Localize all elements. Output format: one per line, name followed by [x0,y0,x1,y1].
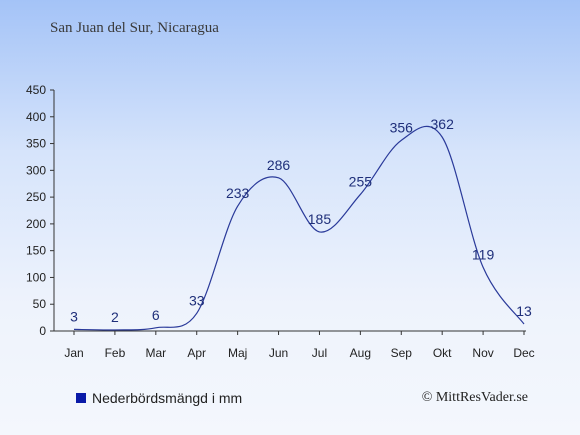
data-label: 185 [308,211,332,227]
data-label: 233 [226,185,250,201]
data-label: 356 [390,119,414,135]
x-tick-label: Jul [312,346,327,360]
credit-text: © MittResVader.se [421,390,528,405]
x-tick-label: Dec [513,346,534,360]
x-tick-label: Mar [145,346,166,360]
x-tick-label: Jan [64,346,83,360]
data-label: 255 [349,173,373,189]
data-label: 286 [267,157,291,173]
data-label: 119 [472,246,495,262]
data-label: 2 [111,309,119,325]
x-tick-label: Aug [350,346,371,360]
legend: Nederbördsmängd i mm [76,390,242,406]
legend-swatch [76,393,86,403]
y-tick-label: 150 [26,244,46,258]
y-tick-label: 50 [33,297,47,311]
y-tick-label: 250 [26,190,46,204]
y-tick-label: 350 [26,137,46,151]
x-tick-label: Nov [472,346,493,360]
x-tick-label: Maj [228,346,247,360]
legend-label: Nederbördsmängd i mm [92,390,243,406]
y-tick-label: 300 [26,163,46,177]
data-label: 3 [70,308,78,324]
y-tick-label: 450 [26,83,46,97]
data-label: 6 [152,307,160,323]
y-tick-label: 0 [39,324,46,338]
x-tick-label: Apr [187,346,206,360]
chart-title: San Juan del Sur, Nicaragua [50,20,219,36]
y-tick-label: 100 [26,270,46,284]
x-tick-label: Okt [433,346,452,360]
y-tick-label: 400 [26,110,46,124]
x-tick-label: Sep [391,346,413,360]
x-tick-label: Feb [105,346,126,360]
data-label: 362 [431,116,455,132]
data-label: 33 [189,292,205,308]
x-tick-label: Jun [269,346,288,360]
y-tick-label: 200 [26,217,46,231]
data-label: 13 [516,303,532,319]
series-line [73,125,525,331]
